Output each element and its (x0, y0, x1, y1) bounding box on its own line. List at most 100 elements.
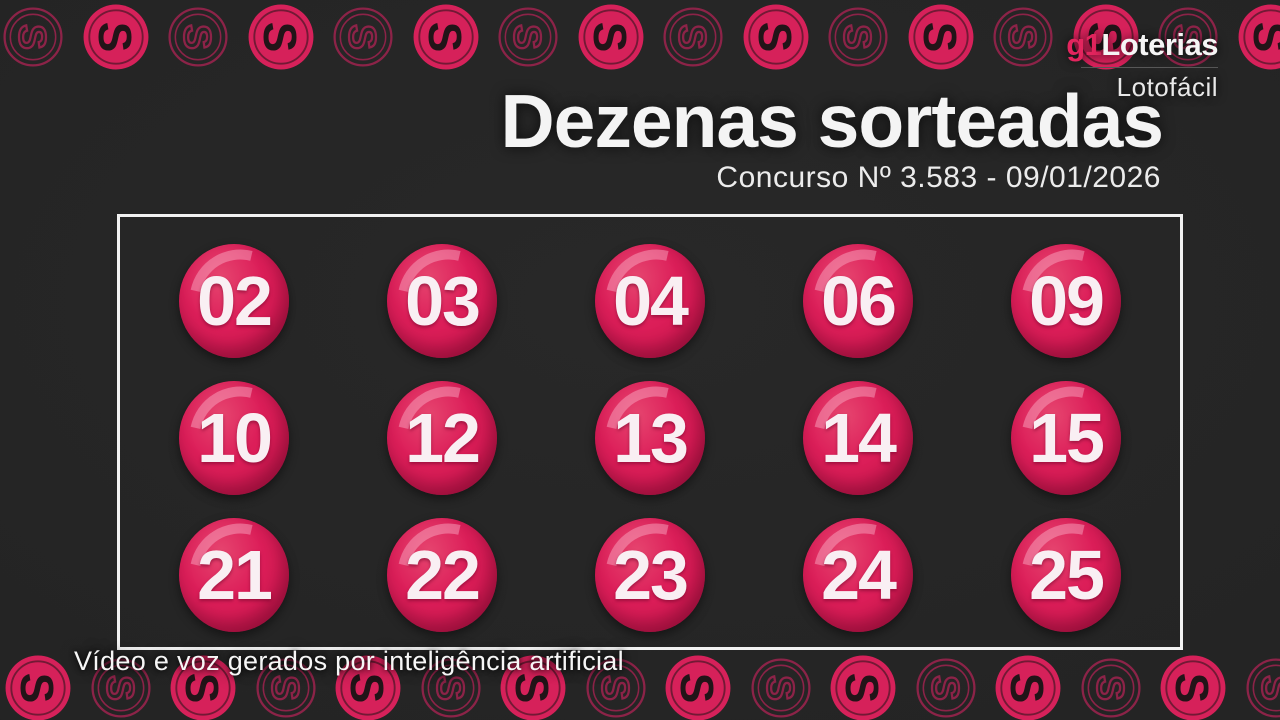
svg-text:S: S (11, 24, 54, 49)
ball-number: 13 (613, 398, 689, 477)
svg-text:S: S (836, 673, 888, 704)
number-ball: 23 (595, 517, 705, 632)
money-sign-coin-icon: S (993, 7, 1054, 68)
number-ball: 14 (803, 380, 913, 495)
money-sign-coin-icon: S (585, 658, 646, 719)
svg-text:S: S (1166, 24, 1209, 49)
svg-text:S: S (836, 24, 879, 49)
ball-number: 03 (405, 262, 481, 341)
money-sign-coin-icon: S (828, 7, 889, 68)
svg-text:S: S (176, 673, 228, 704)
svg-text:S: S (11, 673, 63, 704)
money-sign-coin-icon: S (830, 655, 897, 720)
svg-text:S: S (428, 675, 471, 700)
ai-disclaimer-text: Vídeo e voz gerados por inteligência art… (74, 646, 624, 676)
svg-text:S: S (1078, 22, 1130, 53)
money-sign-coin-icon: S (665, 655, 732, 720)
money-sign-coin-icon: S (742, 4, 809, 71)
svg-text:S: S (1088, 675, 1131, 700)
number-ball: 22 (387, 517, 497, 632)
ball-number: 02 (197, 262, 273, 341)
money-sign-coin-icon: S (1237, 4, 1280, 71)
svg-text:S: S (1243, 22, 1280, 53)
ball-number: 21 (197, 535, 273, 614)
money-sign-coin-icon: S (750, 658, 811, 719)
svg-text:S: S (671, 673, 723, 704)
ball-number: 06 (821, 262, 897, 341)
svg-text:S: S (98, 675, 141, 700)
svg-text:S: S (506, 673, 558, 704)
number-ball: 02 (179, 244, 289, 359)
money-sign-coin-icon: S (255, 658, 316, 719)
money-sign-coin-icon: S (498, 7, 559, 68)
svg-text:S: S (1253, 675, 1280, 700)
money-sign-coin-icon: S (915, 658, 976, 719)
ball-number: 24 (821, 535, 897, 614)
contest-number-and-date: Concurso Nº 3.583 - 09/01/2026 (716, 161, 1161, 194)
money-sign-coin-icon: S (5, 655, 72, 720)
money-sign-coin-icon: S (170, 655, 237, 720)
money-sign-coin-icon: S (412, 4, 479, 71)
money-sign-coin-icon: S (90, 658, 151, 719)
svg-text:S: S (593, 675, 636, 700)
ball-number: 22 (405, 535, 481, 614)
svg-text:S: S (923, 675, 966, 700)
money-sign-coin-icon: S (663, 7, 724, 68)
lottery-product-name: Lotofácil (1116, 72, 1218, 103)
svg-text:S: S (748, 22, 800, 53)
logo-wordmark: g1Loterias (1066, 27, 1218, 62)
money-sign-coin-icon: S (1160, 655, 1227, 720)
ball-number: 15 (1029, 398, 1105, 477)
money-sign-coin-icon: S (577, 4, 644, 71)
ball-number: 23 (613, 535, 689, 614)
money-sign-coin-icon: S (1072, 4, 1139, 71)
svg-text:S: S (341, 24, 384, 49)
money-sign-coin-icon: S (995, 655, 1062, 720)
logo-loterias: Loterias (1101, 27, 1218, 62)
svg-text:S: S (253, 22, 305, 53)
money-sign-coin-icon: S (1080, 658, 1141, 719)
number-ball: 15 (1011, 380, 1121, 495)
money-sign-coin-icon: S (335, 655, 402, 720)
number-ball: 04 (595, 244, 705, 359)
money-sign-coin-icon: S (420, 658, 481, 719)
drawn-numbers-board: 02 03 04 06 09 10 12 13 14 15 21 22 23 24 25 (117, 214, 1183, 650)
svg-text:S: S (671, 24, 714, 49)
number-ball: 10 (179, 380, 289, 495)
logo-g1: g1 (1066, 27, 1102, 62)
svg-text:S: S (913, 22, 965, 53)
money-sign-coin-icon: S (907, 4, 974, 71)
ball-number: 04 (613, 262, 689, 341)
svg-text:S: S (88, 22, 140, 53)
ball-number: 25 (1029, 535, 1105, 614)
money-sign-coin-icon: S (3, 7, 64, 68)
svg-text:S: S (1001, 673, 1053, 704)
ball-number: 12 (405, 398, 481, 477)
ball-number: 09 (1029, 262, 1105, 341)
number-ball: 24 (803, 517, 913, 632)
svg-text:S: S (176, 24, 219, 49)
svg-text:S: S (506, 24, 549, 49)
ball-number: 14 (821, 398, 897, 477)
money-sign-coin-icon: S (500, 655, 567, 720)
number-ball: 12 (387, 380, 497, 495)
money-sign-coin-icon: S (82, 4, 149, 71)
g1-loterias-logo: g1Loterias Lotofácil (1066, 27, 1218, 103)
number-ball: 09 (1011, 244, 1121, 359)
svg-text:S: S (341, 673, 393, 704)
money-sign-coin-icon: S (1158, 7, 1219, 68)
money-sign-coin-icon: S (247, 4, 314, 71)
logo-divider (1081, 67, 1218, 69)
page-title: Dezenas sorteadas (500, 79, 1164, 163)
number-ball: 21 (179, 517, 289, 632)
svg-text:S: S (758, 675, 801, 700)
svg-text:S: S (1166, 673, 1218, 704)
svg-text:S: S (418, 22, 470, 53)
number-ball: 25 (1011, 517, 1121, 632)
number-ball: 13 (595, 380, 705, 495)
money-sign-coin-icon: S (168, 7, 229, 68)
money-sign-coin-icon: S (1245, 658, 1280, 719)
ball-number: 10 (197, 398, 273, 477)
svg-text:S: S (583, 22, 635, 53)
